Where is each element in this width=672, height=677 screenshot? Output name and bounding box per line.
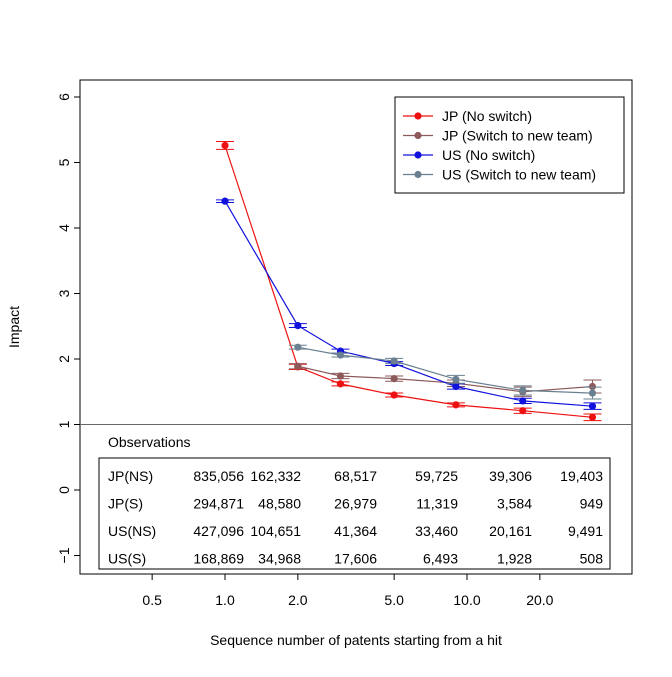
data-point (390, 375, 398, 383)
x-tick-label: 0.5 (142, 592, 162, 608)
data-point (336, 351, 345, 359)
observations-cell: 835,056 (193, 468, 244, 484)
series-line (224, 200, 593, 407)
y-tick-label: 5 (56, 158, 72, 166)
series-line (297, 346, 593, 394)
observations-title: Observations (108, 434, 190, 450)
observations-cell: 34,968 (258, 551, 301, 567)
data-point (588, 413, 597, 421)
data-point (336, 380, 345, 388)
plot-frame (79, 79, 633, 575)
legend-box (394, 96, 625, 194)
x-tick-label: 2.0 (288, 592, 308, 608)
legend-label: JP (No switch) (442, 108, 532, 124)
data-point (390, 391, 398, 399)
axes: 0.5 1.0 2.0 5.0 10.0 20.0 −1 0 1 2 3 4 5 6 (56, 93, 554, 608)
series-3 (288, 343, 602, 400)
legend-label: US (Switch to new team) (442, 167, 596, 183)
observations-cell: 17,606 (334, 551, 377, 567)
observations-table: Observations JP(NS) 835,056 162,332 68,517 59… (98, 434, 611, 570)
legend-marker (414, 131, 422, 140)
data-point (221, 141, 229, 150)
y-tick-label: 6 (56, 93, 72, 101)
y-tick-label: −1 (56, 547, 72, 563)
observations-cell: 104,651 (250, 523, 301, 539)
data-point (588, 402, 597, 410)
legend-label: JP (Switch to new team) (442, 128, 593, 144)
observations-cell: 427,096 (193, 523, 244, 539)
y-tick-label: 0 (56, 486, 72, 494)
data-point (336, 372, 345, 380)
observations-cell: 508 (580, 551, 604, 567)
data-point (588, 389, 597, 397)
observations-cell: 9,491 (568, 523, 603, 539)
series-group (216, 141, 602, 422)
observations-cell: 59,725 (415, 468, 458, 484)
observations-row-label: JP(S) (108, 496, 143, 512)
data-point (588, 382, 597, 391)
legend-marker (414, 151, 422, 159)
observations-cell: 11,319 (416, 496, 458, 512)
observations-box (98, 457, 611, 570)
y-axis-label: Impact (6, 306, 22, 348)
series-2 (216, 197, 602, 410)
observations-cell: 33,460 (415, 523, 458, 539)
data-point (294, 343, 302, 351)
observations-cell: 48,580 (258, 496, 301, 512)
x-tick-label: 5.0 (384, 592, 404, 608)
data-point (519, 407, 527, 415)
observations-cell: 19,403 (560, 468, 603, 484)
observations-row-label: JP(NS) (108, 468, 153, 484)
observations-row-label: US(NS) (108, 523, 156, 539)
x-tick-label: 20.0 (526, 592, 553, 608)
data-point (294, 362, 302, 370)
data-point (390, 357, 398, 365)
observations-cell: 168,869 (193, 551, 244, 567)
data-point (519, 386, 527, 395)
observations-cell: 162,332 (250, 468, 301, 484)
legend-marker (414, 112, 422, 120)
x-tick-label: 1.0 (215, 592, 235, 608)
legend-label: US (No switch) (442, 147, 535, 163)
y-tick-label: 4 (56, 224, 72, 232)
observations-cell: 68,517 (334, 468, 377, 484)
data-point (519, 397, 527, 405)
x-tick-label: 10.0 (453, 592, 480, 608)
data-point (452, 382, 460, 391)
observations-cell: 6,493 (423, 551, 458, 567)
data-point (452, 375, 460, 383)
observations-cell: 20,161 (489, 523, 532, 539)
data-point (221, 197, 229, 205)
observations-cell: 949 (580, 496, 604, 512)
observations-cell: 294,871 (193, 496, 244, 512)
y-tick-label: 2 (56, 355, 72, 363)
data-point (294, 321, 302, 330)
observations-cell: 3,584 (497, 496, 532, 512)
observations-cell: 39,306 (489, 468, 532, 484)
y-tick-label: 3 (56, 289, 72, 297)
y-tick-label: 1 (56, 420, 72, 428)
observations-cell: 26,979 (334, 496, 377, 512)
x-axis-label: Sequence number of patents starting from… (210, 632, 502, 648)
legend: JP (No switch) JP (Switch to new team) US … (394, 96, 625, 194)
data-point (452, 401, 460, 409)
legend-marker (414, 170, 422, 179)
observations-row-label: US(S) (108, 551, 146, 567)
observations-cell: 41,364 (334, 523, 377, 539)
observations-cell: 1,928 (497, 551, 532, 567)
